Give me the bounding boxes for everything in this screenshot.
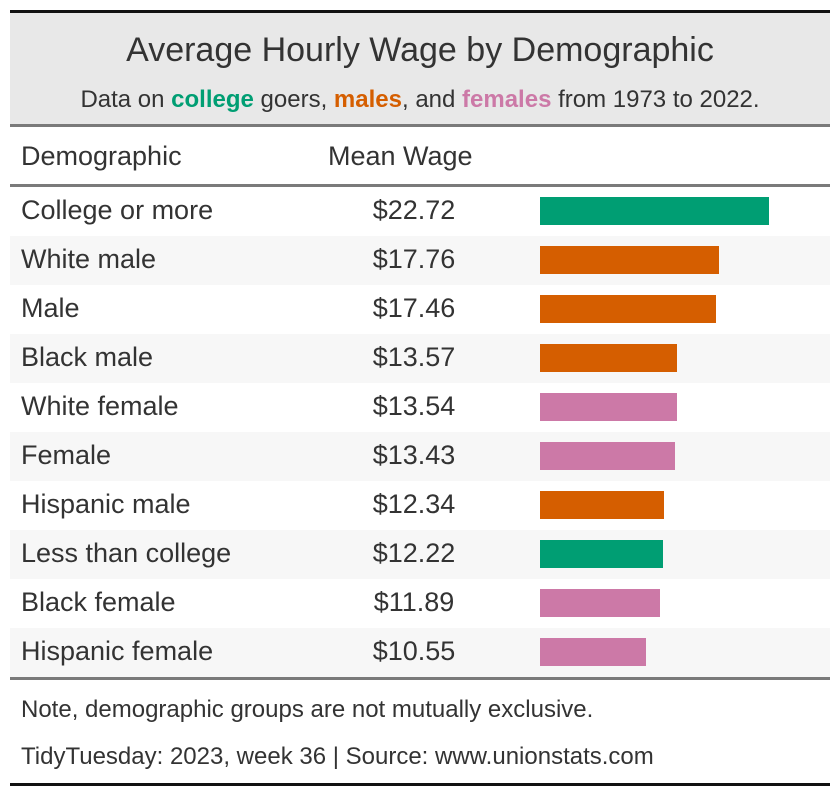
table-row: Hispanic female $10.55 [10, 628, 830, 677]
subtitle-males-keyword: males [333, 86, 402, 113]
table-row: College or more $22.72 [10, 187, 830, 236]
header-rule [10, 124, 830, 127]
table-row: Black male $13.57 [10, 334, 830, 383]
mean-wage-value: $12.34 [372, 489, 456, 519]
top-rule [10, 10, 830, 13]
mean-wage-value: $13.57 [372, 342, 456, 372]
column-header-rule [10, 184, 830, 187]
table-bottom-rule [10, 677, 830, 680]
subtitle-females-keyword: females [462, 86, 552, 113]
demographic-label: Female [21, 440, 112, 470]
mean-wage-value: $17.46 [372, 293, 456, 323]
table-row: Black female $11.89 [10, 579, 830, 628]
table-subtitle: Data on college goers, males, and female… [10, 70, 830, 115]
column-header-row: Demographic Mean Wage [10, 127, 830, 184]
table-row: Female $13.43 [10, 432, 830, 481]
footnote: Note, demographic groups are not mutuall… [21, 696, 594, 723]
mean-wage-value: $10.55 [372, 636, 456, 666]
column-header-mean-wage: Mean Wage [328, 141, 473, 171]
bottom-rule [10, 783, 830, 786]
wage-table: Average Hourly Wage by Demographic Data … [10, 10, 830, 772]
source-note: TidyTuesday: 2023, week 36 | Source: www… [21, 743, 654, 770]
table-header: Average Hourly Wage by Demographic Data … [10, 13, 830, 124]
wage-bar [540, 344, 677, 372]
mean-wage-value: $12.22 [372, 538, 456, 568]
subtitle-mid1: goers, [253, 86, 334, 113]
wage-bar [540, 589, 660, 617]
wage-bar [540, 393, 677, 421]
subtitle-suffix: from 1973 to 2022. [551, 86, 760, 113]
mean-wage-value: $11.89 [373, 587, 455, 617]
wage-bar [540, 491, 665, 519]
wage-bar [540, 295, 716, 323]
demographic-label: Black female [21, 587, 176, 617]
demographic-label: Hispanic male [21, 489, 191, 519]
wage-bar [540, 540, 664, 568]
wage-bar [540, 197, 769, 225]
demographic-label: Hispanic female [21, 636, 214, 666]
table-row: Less than college $12.22 [10, 530, 830, 579]
demographic-label: Male [21, 293, 80, 323]
column-header-demographic: Demographic [21, 141, 182, 171]
demographic-label: Less than college [21, 538, 232, 568]
wage-bar [540, 442, 676, 470]
mean-wage-value: $17.76 [372, 244, 456, 274]
demographic-label: White male [21, 244, 157, 274]
table-row: Hispanic male $12.34 [10, 481, 830, 530]
table-title: Average Hourly Wage by Demographic [126, 31, 714, 69]
demographic-label: Black male [21, 342, 154, 372]
subtitle-mid2: , and [401, 86, 463, 113]
subtitle-prefix: Data on [80, 86, 172, 113]
table-row: White male $17.76 [10, 236, 830, 285]
mean-wage-value: $13.54 [372, 391, 456, 421]
demographic-label: College or more [21, 195, 214, 225]
wage-bar [540, 246, 719, 274]
subtitle-college-keyword: college [171, 86, 254, 113]
table-row: White female $13.54 [10, 383, 830, 432]
table-row: Male $17.46 [10, 285, 830, 334]
demographic-label: White female [21, 391, 179, 421]
mean-wage-value: $13.43 [372, 440, 456, 470]
mean-wage-value: $22.72 [372, 195, 456, 225]
wage-bar [540, 638, 647, 666]
table-body: College or more $22.72 White male $17.76 Mal… [10, 187, 830, 677]
